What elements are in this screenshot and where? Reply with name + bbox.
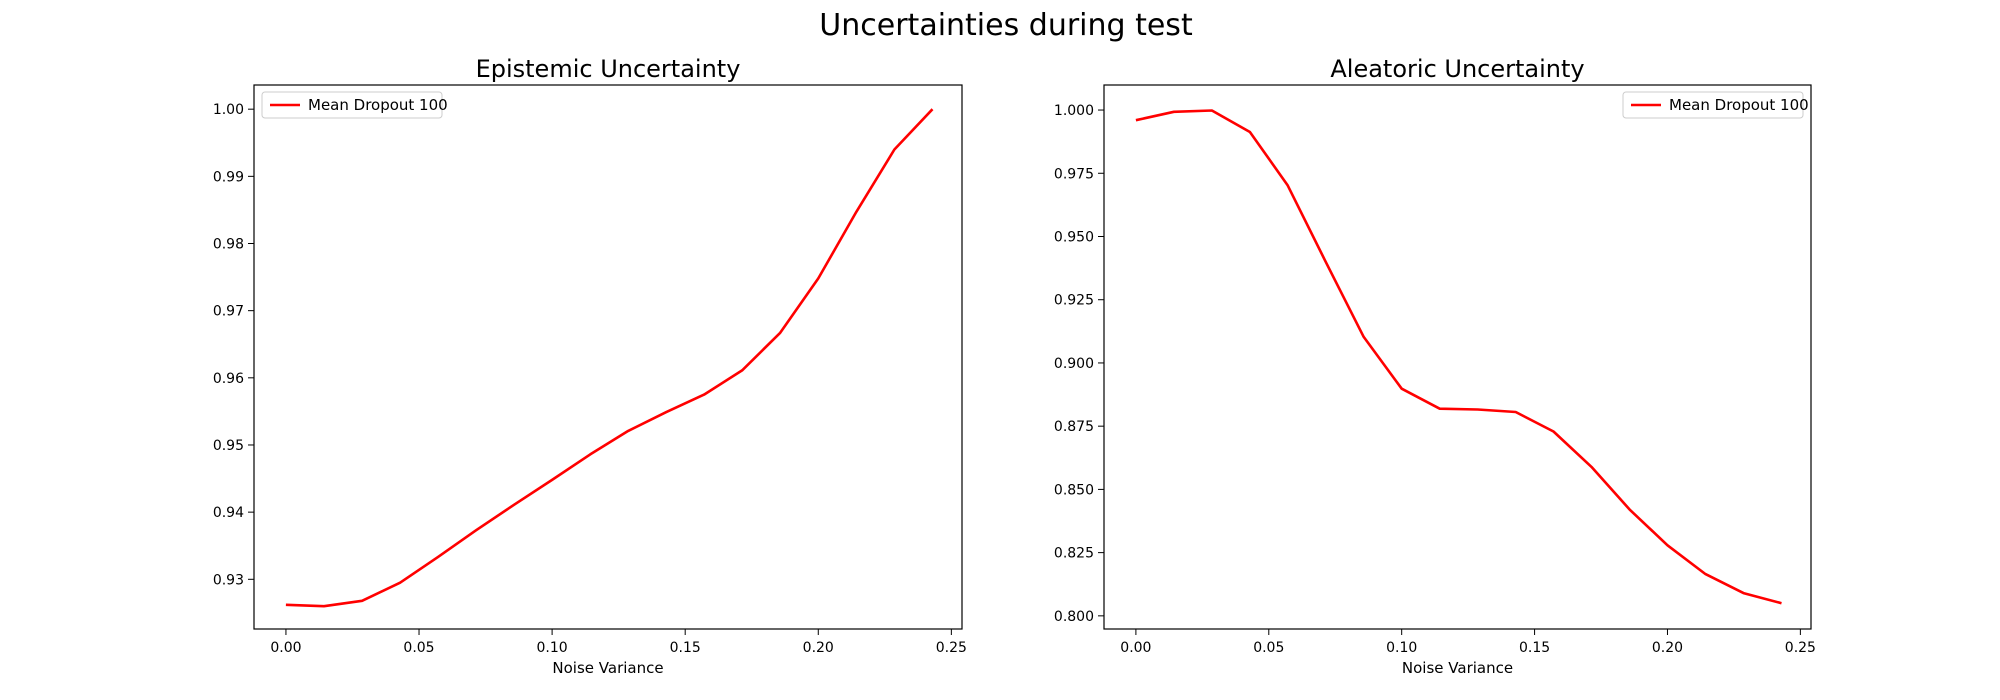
- aleatoric-legend-label: Mean Dropout 100: [1669, 96, 1809, 114]
- epistemic-legend-label: Mean Dropout 100: [308, 96, 448, 114]
- epistemic-y-tick-label: 0.98: [213, 236, 244, 252]
- epistemic-series-line: [285, 108, 934, 608]
- aleatoric-x-tick-label: 0.05: [1253, 640, 1284, 656]
- epistemic-x-tick-label: 0.10: [537, 640, 568, 656]
- epistemic-axes-frame: [253, 84, 963, 630]
- epistemic-x-tick-label: 0.25: [936, 640, 967, 656]
- epistemic-title: Epistemic Uncertainty: [476, 55, 741, 83]
- aleatoric-legend-box: [1622, 91, 1804, 119]
- aleatoric-x-axis-label: Noise Variance: [1402, 659, 1513, 677]
- epistemic-y-tick-label: 1.00: [213, 102, 244, 118]
- aleatoric-y-tick-label: 0.900: [1054, 356, 1094, 372]
- epistemic-y-tick-label: 0.95: [213, 438, 244, 454]
- aleatoric-y-tick-label: 0.925: [1054, 293, 1094, 309]
- aleatoric-x-tick-label: 0.10: [1386, 640, 1417, 656]
- epistemic-y-tick-label: 0.97: [213, 304, 244, 320]
- epistemic-panel: Epistemic Uncertainty 0.00 0.05 0.10 0.15 0.2…: [213, 55, 967, 677]
- epistemic-y-tick-label: 0.93: [213, 572, 244, 588]
- epistemic-x-axis-label: Noise Variance: [552, 659, 663, 677]
- aleatoric-y-tick-label: 0.950: [1054, 229, 1094, 245]
- aleatoric-x-tick-label: 0.15: [1519, 640, 1550, 656]
- aleatoric-x-tick-label: 0.25: [1785, 640, 1816, 656]
- aleatoric-title: Aleatoric Uncertainty: [1330, 55, 1584, 83]
- figure-title: Uncertainties during test: [819, 8, 1193, 43]
- epistemic-x-tick-label: 0.20: [803, 640, 834, 656]
- aleatoric-panel: Aleatoric Uncertainty 0.00 0.05 0.10 0.15 0.2…: [1054, 55, 1816, 677]
- epistemic-x-tick-label: 0.15: [670, 640, 701, 656]
- aleatoric-x-tick-label: 0.20: [1652, 640, 1683, 656]
- epistemic-legend: Mean Dropout 100: [261, 91, 448, 119]
- epistemic-y-tick-label: 0.94: [213, 505, 244, 521]
- aleatoric-y-tick-label: 0.875: [1054, 419, 1094, 435]
- aleatoric-y-tick-label: 0.800: [1054, 609, 1094, 625]
- aleatoric-x-tick-label: 0.00: [1120, 640, 1151, 656]
- aleatoric-y-tick-label: 0.850: [1054, 482, 1094, 498]
- epistemic-y-tick-label: 0.99: [213, 169, 244, 185]
- epistemic-x-tick-label: 0.00: [270, 640, 301, 656]
- epistemic-y-tick-label: 0.96: [213, 371, 244, 387]
- aleatoric-axes-frame: [1103, 84, 1812, 630]
- aleatoric-y-tick-label: 1.000: [1054, 103, 1094, 119]
- aleatoric-y-tick-label: 0.825: [1054, 546, 1094, 562]
- aleatoric-y-tick-label: 0.975: [1054, 166, 1094, 182]
- aleatoric-legend: Mean Dropout 100: [1622, 91, 1809, 119]
- epistemic-legend-box: [261, 91, 443, 119]
- epistemic-x-tick-label: 0.05: [403, 640, 434, 656]
- aleatoric-series-line: [1135, 109, 1782, 605]
